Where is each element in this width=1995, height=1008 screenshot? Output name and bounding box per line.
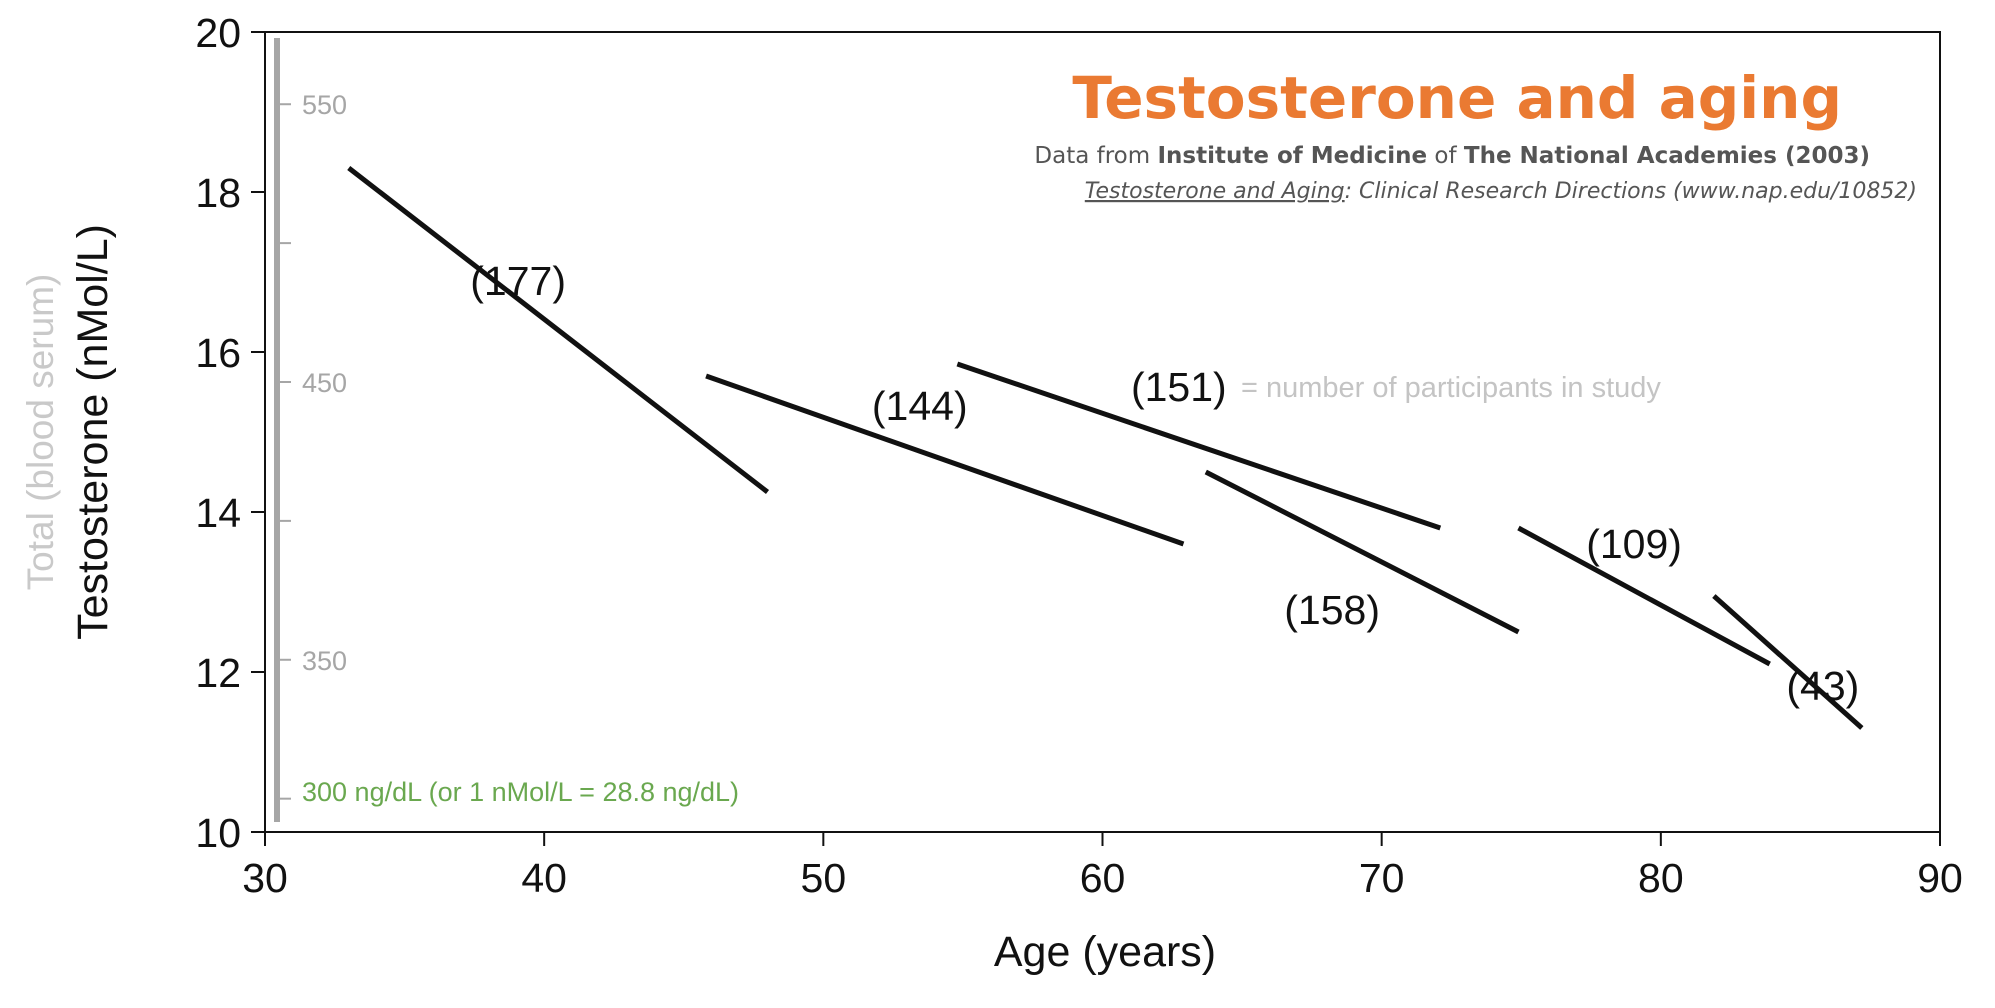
series-line <box>1204 469 1520 635</box>
y-tick-label: 14 <box>195 490 241 536</box>
chart-title: Testosterone and aging <box>1072 64 1842 132</box>
x-tick-label: 90 <box>1917 855 1963 901</box>
secondary-axis-ticks: 550 450 350 <box>277 90 347 800</box>
x-tick-label: 60 <box>1080 855 1126 901</box>
series-label: (43) <box>1786 663 1859 709</box>
y-axis-secondary-title: Total (blood serum) <box>20 274 61 591</box>
series-lines <box>347 166 1864 730</box>
series-label: (109) <box>1586 521 1682 567</box>
series-line <box>956 361 1442 531</box>
secondary-unit-note: 300 ng/dL (or 1 nMol/L = 28.8 ng/dL) <box>302 777 739 807</box>
secondary-tick-label: 350 <box>302 646 347 676</box>
y-tick-label: 20 <box>195 10 241 56</box>
legend-note: = number of participants in study <box>1241 372 1661 404</box>
x-tick-label: 30 <box>242 855 288 901</box>
subtitle-part-3: of <box>1427 143 1464 169</box>
chart-subtitle: Data from Institute of Medicine of The N… <box>1034 143 1870 169</box>
x-tick-label: 70 <box>1359 855 1405 901</box>
secondary-tick-label: 550 <box>302 90 347 120</box>
y-tick-label: 12 <box>195 650 241 696</box>
x-axis-ticks: 30 40 50 60 70 80 90 <box>242 832 1963 901</box>
y-tick-label: 18 <box>195 170 241 216</box>
series-line <box>1712 594 1864 730</box>
series-label: (151) <box>1131 364 1227 410</box>
series-line <box>705 373 1185 547</box>
series-label: (177) <box>470 258 566 304</box>
subtitle-part-4: The National Academies (2003) <box>1464 143 1870 169</box>
source-part-2: : Clinical Research Directions (www.nap.… <box>1345 179 1917 204</box>
x-tick-label: 80 <box>1638 855 1684 901</box>
source-part-1: Testosterone and Aging <box>1085 179 1345 204</box>
chart-source: Testosterone and Aging: Clinical Researc… <box>1085 179 1917 204</box>
y-axis-ticks: 10 12 14 16 18 20 <box>195 10 265 856</box>
series-line <box>1517 525 1771 667</box>
x-tick-label: 40 <box>521 855 567 901</box>
series-line <box>347 166 770 494</box>
subtitle-part-1: Data from <box>1034 143 1157 169</box>
series-label: (158) <box>1284 587 1380 633</box>
y-tick-label: 16 <box>195 330 241 376</box>
x-axis-title: Age (years) <box>994 928 1216 976</box>
subtitle-part-2: Institute of Medicine <box>1157 143 1427 169</box>
x-tick-label: 50 <box>801 855 847 901</box>
plot-area <box>264 31 1941 833</box>
y-axis-title: Testosterone (nMol/L) <box>69 224 117 640</box>
y-tick-label: 10 <box>195 810 241 856</box>
secondary-tick-label: 450 <box>302 368 347 398</box>
series-label: (144) <box>872 383 968 429</box>
series-labels: (177) (144) (151) (158) (109) (43) <box>470 258 1859 709</box>
